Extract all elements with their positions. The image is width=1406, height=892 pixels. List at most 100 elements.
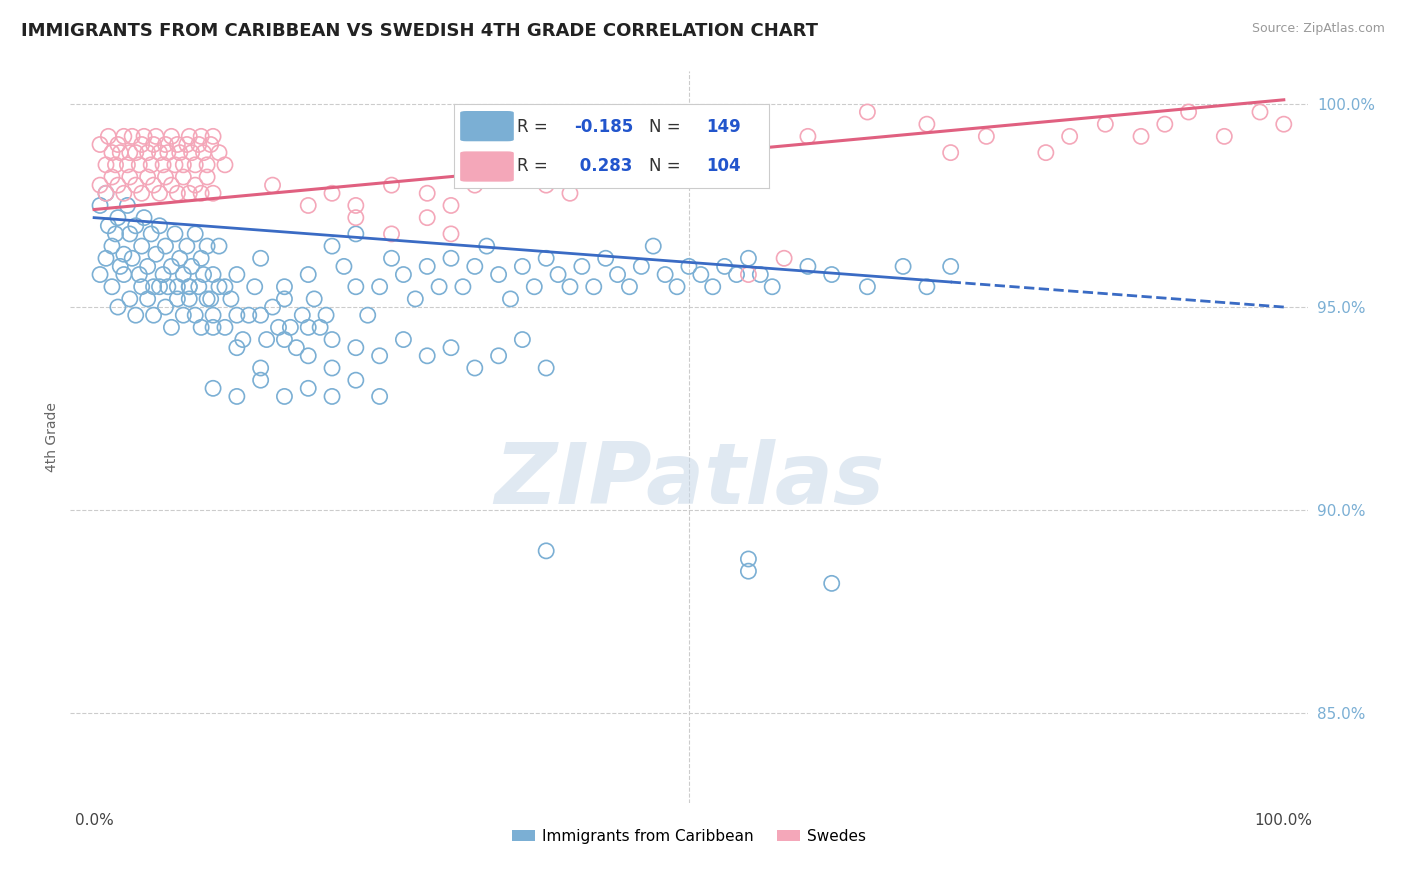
- Point: [136, 169, 159, 184]
- Point: [475, 239, 498, 253]
- Point: [499, 158, 522, 172]
- Point: [232, 333, 254, 347]
- Point: [121, 252, 143, 266]
- Point: [104, 227, 127, 241]
- Legend: Immigrants from Caribbean, Swedes: Immigrants from Caribbean, Swedes: [506, 822, 872, 850]
- Point: [451, 279, 474, 293]
- Point: [125, 308, 148, 322]
- Point: [582, 279, 605, 293]
- Point: [141, 227, 163, 241]
- Point: [195, 169, 218, 184]
- Point: [1035, 145, 1057, 160]
- Point: [891, 260, 914, 274]
- Point: [488, 268, 510, 282]
- Point: [512, 260, 534, 274]
- Point: [915, 279, 938, 293]
- Point: [172, 169, 194, 184]
- Point: [187, 137, 209, 152]
- Point: [315, 308, 337, 322]
- Point: [321, 361, 343, 376]
- Point: [193, 145, 215, 160]
- Point: [94, 186, 117, 201]
- Point: [163, 227, 186, 241]
- Point: [464, 361, 486, 376]
- Point: [141, 158, 163, 172]
- Point: [368, 279, 391, 293]
- Point: [172, 268, 194, 282]
- Point: [534, 361, 557, 376]
- Point: [249, 361, 271, 376]
- Point: [797, 129, 820, 144]
- Point: [297, 381, 319, 395]
- Point: [202, 268, 225, 282]
- Point: [193, 268, 215, 282]
- Point: [654, 268, 676, 282]
- Point: [176, 239, 198, 253]
- Point: [344, 211, 367, 225]
- Point: [156, 279, 179, 293]
- Point: [190, 252, 212, 266]
- Point: [200, 137, 222, 152]
- Point: [404, 292, 426, 306]
- Point: [200, 292, 222, 306]
- Point: [101, 279, 124, 293]
- Point: [416, 211, 439, 225]
- Point: [142, 279, 165, 293]
- Point: [101, 145, 124, 160]
- Point: [249, 373, 271, 387]
- Point: [939, 260, 962, 274]
- Point: [208, 279, 231, 293]
- Point: [392, 268, 415, 282]
- Point: [267, 320, 290, 334]
- Point: [125, 178, 148, 193]
- Point: [180, 260, 202, 274]
- Point: [1177, 105, 1199, 120]
- Point: [131, 239, 153, 253]
- Point: [195, 158, 218, 172]
- Point: [416, 186, 439, 201]
- Point: [179, 129, 201, 144]
- Point: [534, 252, 557, 266]
- Point: [118, 292, 141, 306]
- Point: [117, 158, 139, 172]
- Point: [125, 145, 148, 160]
- Point: [110, 260, 132, 274]
- Point: [172, 308, 194, 322]
- Point: [725, 268, 748, 282]
- Point: [547, 268, 569, 282]
- Point: [202, 308, 225, 322]
- Point: [112, 186, 135, 201]
- Point: [761, 279, 783, 293]
- Point: [89, 198, 111, 212]
- Point: [202, 320, 225, 334]
- Point: [214, 158, 236, 172]
- Point: [118, 227, 141, 241]
- Point: [166, 186, 188, 201]
- Point: [344, 198, 367, 212]
- Point: [184, 158, 207, 172]
- Point: [297, 320, 319, 334]
- Point: [523, 279, 546, 293]
- Point: [273, 292, 295, 306]
- Point: [773, 252, 796, 266]
- Point: [630, 260, 652, 274]
- Point: [262, 178, 284, 193]
- Point: [132, 129, 155, 144]
- Point: [256, 333, 278, 347]
- Point: [219, 292, 242, 306]
- Text: Source: ZipAtlas.com: Source: ZipAtlas.com: [1251, 22, 1385, 36]
- Point: [297, 349, 319, 363]
- Point: [107, 300, 129, 314]
- Point: [169, 145, 191, 160]
- Point: [97, 219, 120, 233]
- Point: [321, 186, 343, 201]
- Point: [176, 137, 198, 152]
- Point: [132, 211, 155, 225]
- Point: [179, 279, 201, 293]
- Point: [148, 186, 170, 201]
- Point: [101, 239, 124, 253]
- Point: [155, 300, 177, 314]
- Point: [136, 292, 159, 306]
- Point: [678, 260, 700, 274]
- Point: [464, 178, 486, 193]
